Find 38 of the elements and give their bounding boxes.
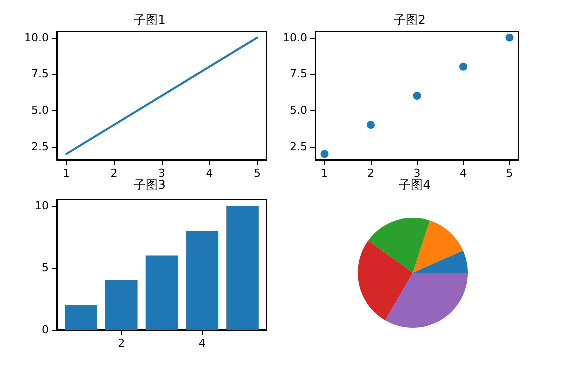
y-tick-label: 5.0 bbox=[32, 104, 49, 118]
y-tick-label: 10 bbox=[35, 200, 49, 213]
point bbox=[320, 150, 329, 158]
bar bbox=[65, 305, 98, 330]
x-tick-label: 2 bbox=[118, 337, 126, 350]
y-tick-label: 10.0 bbox=[282, 31, 308, 44]
y-tick-label: 5 bbox=[42, 262, 49, 275]
x-tick-label: 5 bbox=[506, 167, 514, 180]
x-tick-label: 3 bbox=[158, 167, 166, 180]
bar bbox=[186, 230, 219, 330]
bar bbox=[105, 280, 138, 330]
line-series bbox=[66, 36, 258, 156]
x-tick-label: 1 bbox=[321, 167, 328, 180]
point bbox=[460, 62, 468, 71]
chart-title: 子图2 bbox=[394, 13, 426, 27]
y-tick-label: 7.5 bbox=[290, 68, 308, 81]
y-tick-label: 0 bbox=[42, 324, 49, 336]
point bbox=[413, 92, 422, 100]
x-tick-label: 1 bbox=[63, 167, 70, 180]
x-tick-label: 2 bbox=[367, 167, 374, 180]
x-tick-label: 2 bbox=[110, 167, 118, 180]
x-tick-label: 4 bbox=[460, 167, 467, 180]
x-tick-label: 4 bbox=[198, 337, 206, 350]
x-tick-label: 3 bbox=[414, 167, 421, 180]
chart-title: 子图1 bbox=[134, 13, 166, 27]
x-tick-label: 4 bbox=[206, 167, 214, 180]
y-tick-label: 10.0 bbox=[24, 31, 49, 44]
y-tick-label: 5.0 bbox=[290, 104, 308, 118]
y-tick-label: 2.5 bbox=[32, 140, 49, 154]
chart-title: 子图3 bbox=[134, 178, 166, 192]
x-tick-label: 5 bbox=[254, 167, 261, 180]
chart-title: 子图4 bbox=[399, 178, 431, 192]
y-tick-label: 2.5 bbox=[290, 140, 308, 154]
bar bbox=[146, 256, 178, 330]
point bbox=[367, 121, 375, 130]
y-tick-label: 7.5 bbox=[32, 68, 49, 81]
bar bbox=[226, 206, 259, 330]
point bbox=[506, 34, 514, 42]
